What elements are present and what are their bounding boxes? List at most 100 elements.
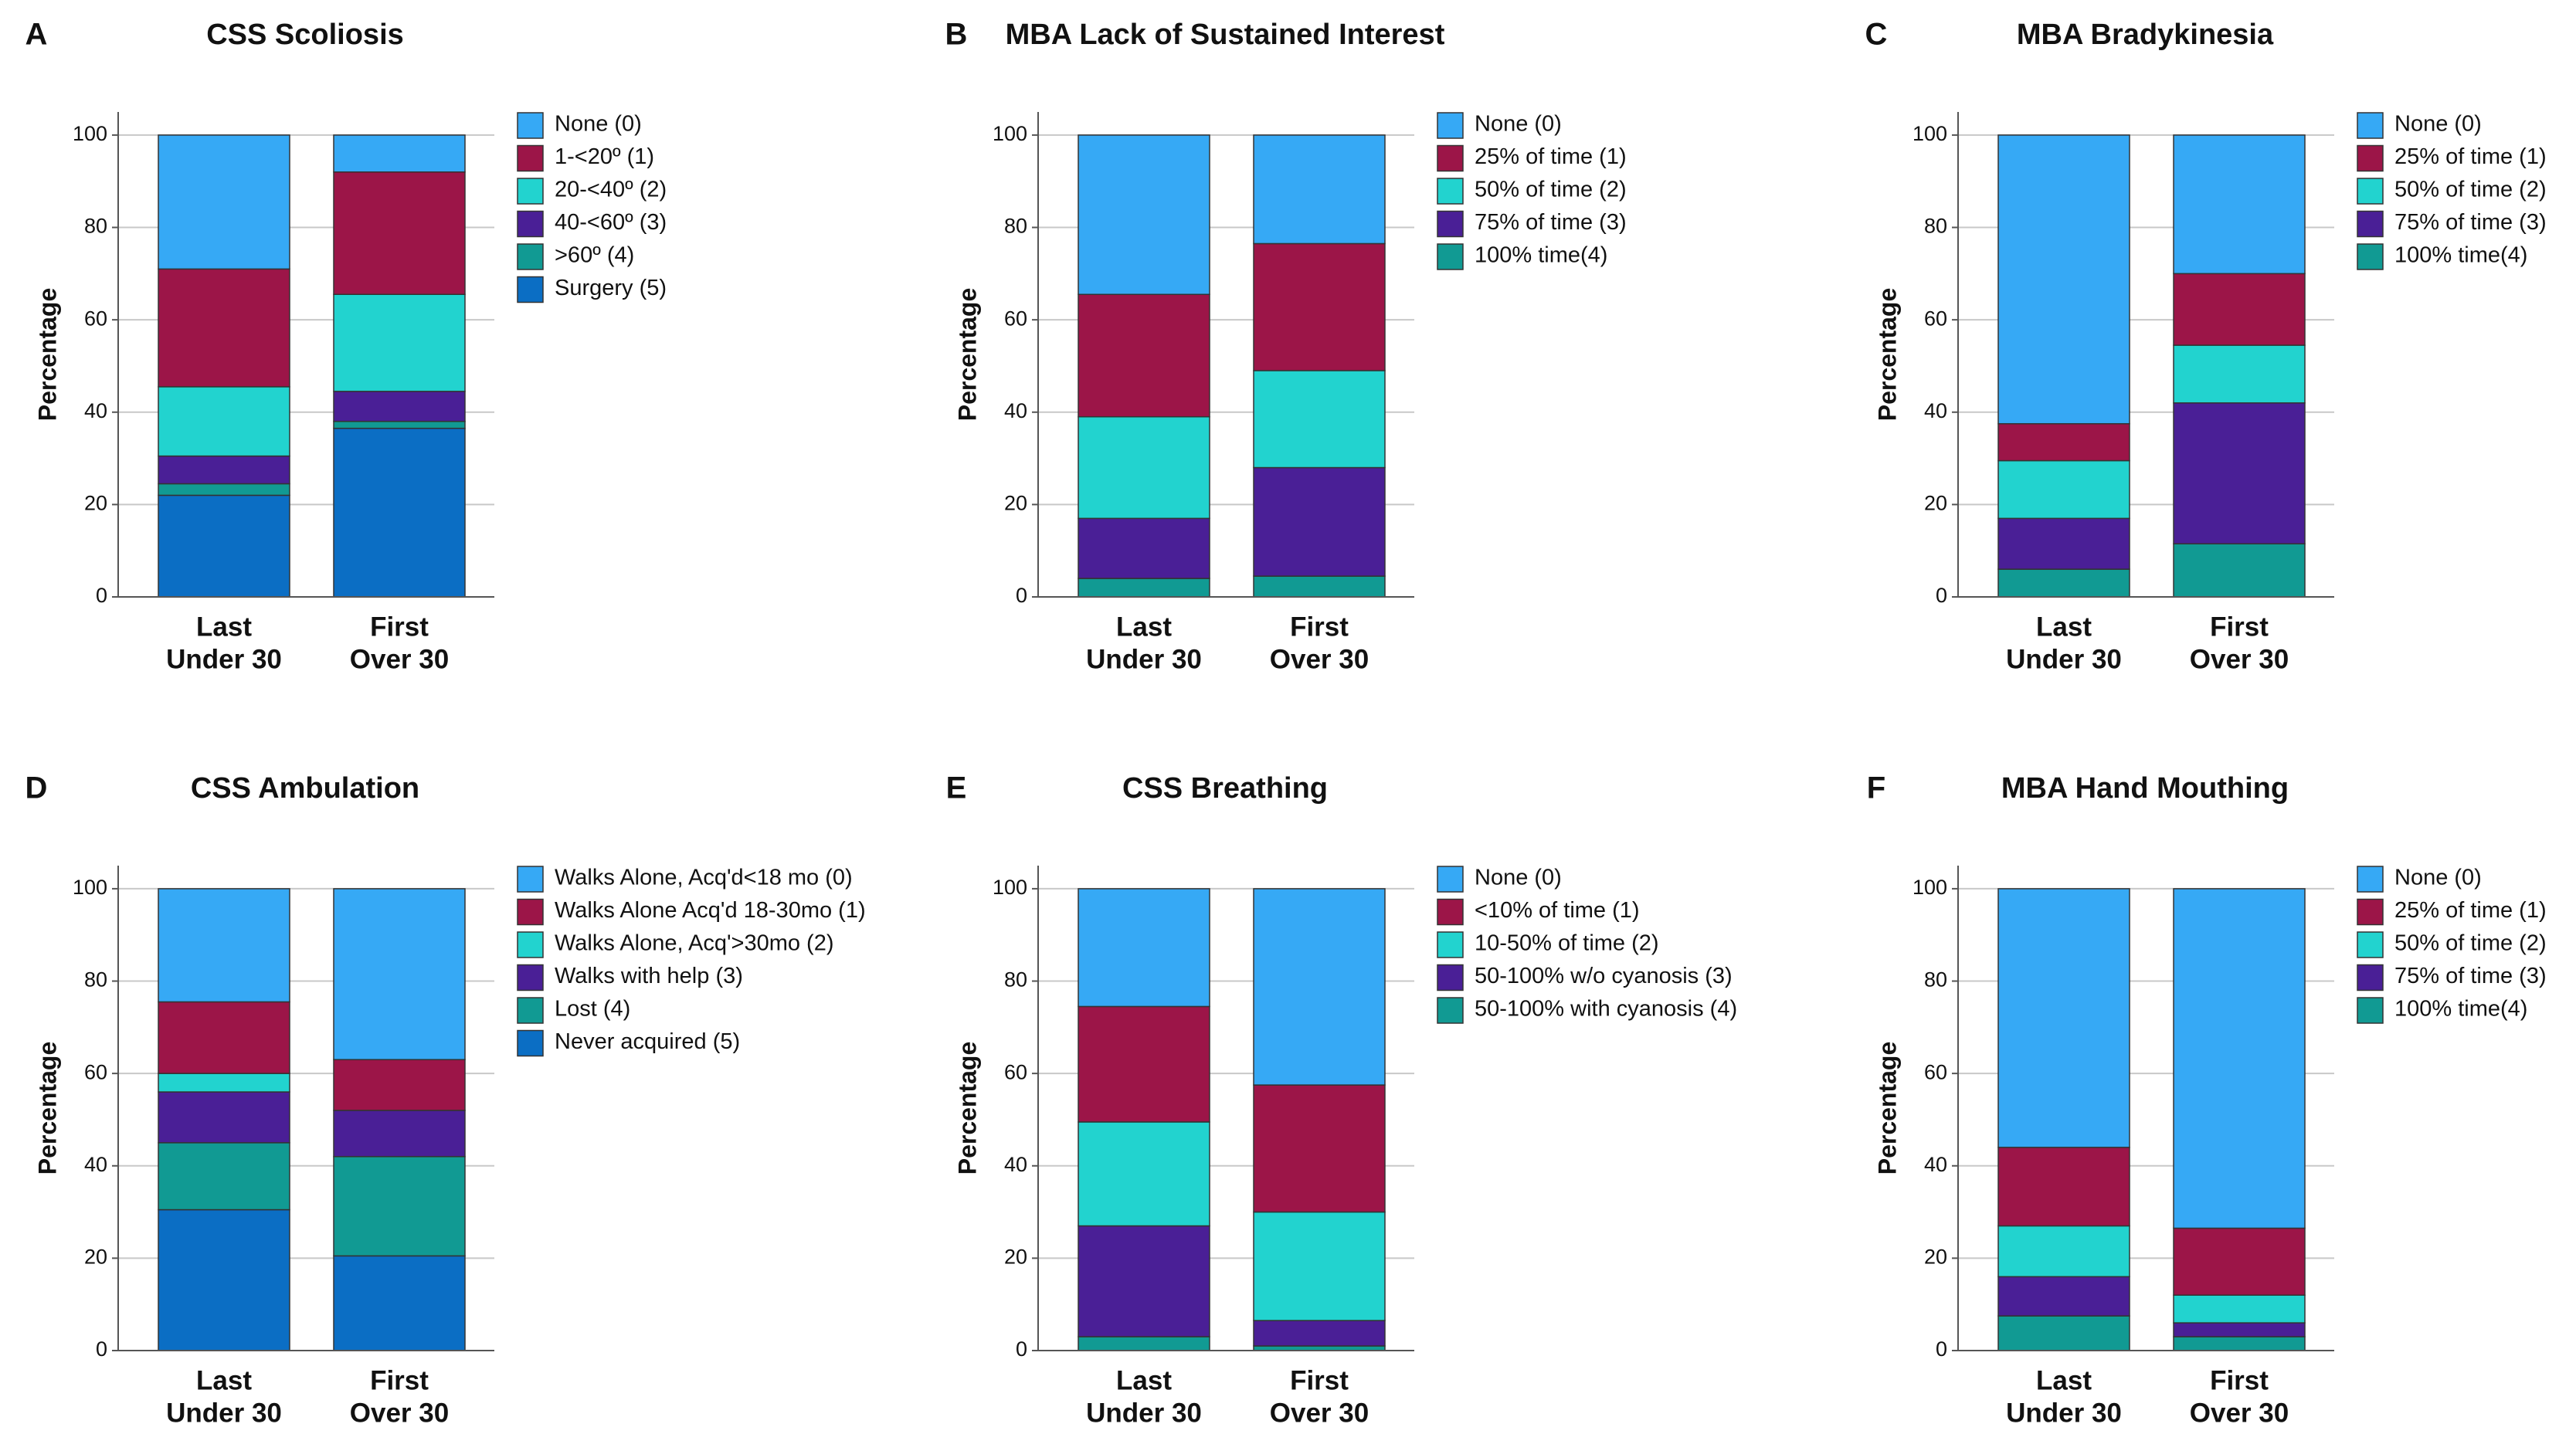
y-tick-label: 100 — [993, 876, 1027, 899]
x-tick-label: Last — [2036, 612, 2092, 642]
x-tick-label: Under 30 — [2006, 644, 2122, 674]
bar-segment — [333, 391, 466, 422]
x-tick-label: Last — [1116, 1365, 1172, 1395]
legend-swatch — [517, 931, 544, 958]
legend-swatch — [2357, 144, 2384, 172]
legend-swatch — [517, 964, 544, 991]
y-tick-label: 20 — [1924, 492, 1947, 515]
y-tick-label: 100 — [73, 876, 107, 899]
y-tick-label: 0 — [1936, 1337, 1947, 1361]
x-tick-label: Under 30 — [1086, 644, 1202, 674]
chart-panel: A CSS Scoliosis Percentage 0 20 40 60 80 100 Last… — [25, 18, 667, 675]
y-tick-label: 0 — [1936, 584, 1947, 607]
bar-segment — [2173, 402, 2306, 544]
chart-title: CSS Scoliosis — [206, 19, 404, 51]
legend-label: 10-50% of time (2) — [1475, 931, 1659, 956]
bar-segment — [158, 134, 290, 270]
bar-segment — [1078, 1121, 1210, 1227]
y-tick-label: 20 — [1924, 1246, 1947, 1269]
legend-label: 25% of time (1) — [2394, 898, 2547, 923]
legend-swatch — [517, 210, 544, 238]
y-tick-label: 60 — [1924, 1060, 1947, 1083]
bar-segment — [2173, 543, 2306, 598]
bar-segment — [1078, 1336, 1210, 1351]
bar-segment — [333, 427, 466, 598]
legend-label: <10% of time (1) — [1475, 898, 1640, 923]
chart-title: MBA Bradykinesia — [2017, 19, 2274, 51]
bar-segment — [1997, 1225, 2130, 1278]
legend-swatch — [1437, 931, 1464, 958]
legend-swatch — [1437, 144, 1464, 172]
y-tick-label: 40 — [84, 399, 107, 422]
legend-label: 50-100% w/o cyanosis (3) — [1475, 964, 1733, 988]
panel-letter: D — [25, 771, 48, 805]
x-tick-label: Last — [196, 612, 252, 642]
y-tick-label: 60 — [84, 1060, 107, 1083]
x-tick-label: First — [1290, 612, 1349, 642]
legend-swatch — [1437, 866, 1464, 893]
bar-segment — [333, 1059, 466, 1111]
legend-swatch — [517, 898, 544, 926]
bar-segment — [1253, 888, 1386, 1086]
legend-swatch — [1437, 898, 1464, 926]
legend-label: >60º (4) — [555, 243, 634, 268]
legend-label: 40-<60º (3) — [555, 210, 667, 235]
bar-segment — [2173, 1227, 2306, 1296]
legend-label: None (0) — [1475, 866, 1562, 890]
legend-label: 25% of time (1) — [2394, 144, 2547, 169]
x-tick-label: Over 30 — [2190, 644, 2289, 674]
bar-segment — [1078, 415, 1210, 520]
legend-label: None (0) — [2394, 866, 2482, 890]
legend-label: Surgery (5) — [555, 276, 667, 300]
x-tick-label: Under 30 — [1086, 1398, 1202, 1428]
legend-label: 50% of time (2) — [1475, 178, 1627, 202]
bar-segment — [1997, 517, 2130, 570]
y-tick-label: 40 — [84, 1153, 107, 1176]
bar-segment — [2173, 1294, 2306, 1324]
y-tick-label: 0 — [1016, 1337, 1027, 1361]
legend-swatch — [517, 243, 544, 270]
y-tick-label: 60 — [1004, 1060, 1027, 1083]
bar-segment — [1078, 1225, 1210, 1337]
legend-label: 100% time(4) — [1475, 243, 1607, 268]
y-tick-label: 40 — [1924, 1153, 1947, 1176]
bar-segment — [2173, 134, 2306, 275]
bar-segment — [2173, 344, 2306, 404]
bar-segment — [1253, 134, 1386, 245]
y-tick-label: 60 — [84, 307, 107, 330]
legend-swatch — [517, 276, 544, 303]
bar-segment — [158, 1142, 290, 1211]
legend-swatch — [2357, 997, 2384, 1024]
x-tick-label: Last — [1116, 612, 1172, 642]
legend-swatch — [517, 1029, 544, 1057]
legend-swatch — [1437, 243, 1464, 270]
legend-label: Walks Alone, Acq'd<18 mo (0) — [555, 866, 853, 890]
legend-swatch — [2357, 178, 2384, 205]
legend-swatch — [1437, 964, 1464, 991]
y-tick-label: 40 — [1004, 399, 1027, 422]
bar-segment — [1997, 1147, 2130, 1227]
bar-segment — [158, 1073, 290, 1093]
bar-segment — [1253, 242, 1386, 371]
panel-letter: B — [945, 18, 968, 52]
chart-panel: B MBA Lack of Sustained Interest Percentag… — [945, 18, 1627, 675]
legend-swatch — [2357, 931, 2384, 958]
legend-label: 75% of time (3) — [2394, 210, 2547, 235]
bar-segment — [158, 1208, 290, 1351]
y-axis-label: Percentage — [1873, 288, 1901, 422]
x-tick-label: Over 30 — [2190, 1398, 2289, 1428]
x-tick-label: Last — [196, 1365, 252, 1395]
bar-segment — [1997, 1276, 2130, 1317]
bar-segment — [1078, 293, 1210, 418]
legend-swatch — [2357, 898, 2384, 926]
x-tick-label: Under 30 — [2006, 1398, 2122, 1428]
bar-segment — [1078, 888, 1210, 1008]
chart-panel: E CSS Breathing Percentage 0 20 40 60 80 100 Last… — [946, 771, 1737, 1429]
bar-segment — [1997, 422, 2130, 462]
x-tick-label: Over 30 — [350, 1398, 449, 1428]
legend-swatch — [2357, 112, 2384, 139]
bar-segment — [333, 1255, 466, 1351]
x-tick-label: First — [2210, 612, 2269, 642]
x-tick-label: First — [2210, 1365, 2269, 1395]
y-tick-label: 100 — [73, 122, 107, 145]
